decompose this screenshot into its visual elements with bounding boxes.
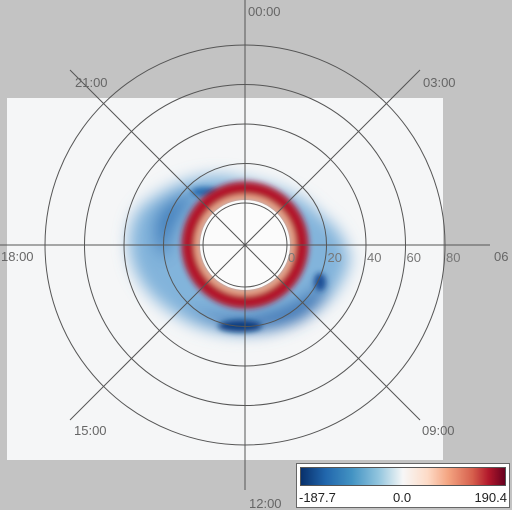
angular-label: 15:00 <box>74 423 107 438</box>
colorbar-gradient <box>300 467 506 486</box>
colorbar-max-label: 190.4 <box>474 490 507 505</box>
angular-label: 09:00 <box>422 423 455 438</box>
colorbar: -187.7 0.0 190.4 <box>296 463 510 508</box>
angular-label: 21:00 <box>75 75 108 90</box>
angular-label: 18:00 <box>1 249 34 264</box>
grid-spoke <box>69 69 421 421</box>
radial-tick-label: 0 <box>288 250 295 265</box>
radial-tick-label: 20 <box>328 250 342 265</box>
angular-label: 06 <box>494 249 508 264</box>
angular-label: 00:00 <box>248 4 281 19</box>
colorbar-min-label: -187.7 <box>299 490 336 505</box>
angular-label: 03:00 <box>423 75 456 90</box>
colorbar-mid-label: 0.0 <box>393 490 412 505</box>
polar-grid <box>0 0 490 490</box>
angular-label: 12:00 <box>249 496 282 510</box>
radial-tick-label: 60 <box>407 250 421 265</box>
radial-tick-label: 80 <box>446 250 460 265</box>
radial-tick-label: 40 <box>367 250 381 265</box>
